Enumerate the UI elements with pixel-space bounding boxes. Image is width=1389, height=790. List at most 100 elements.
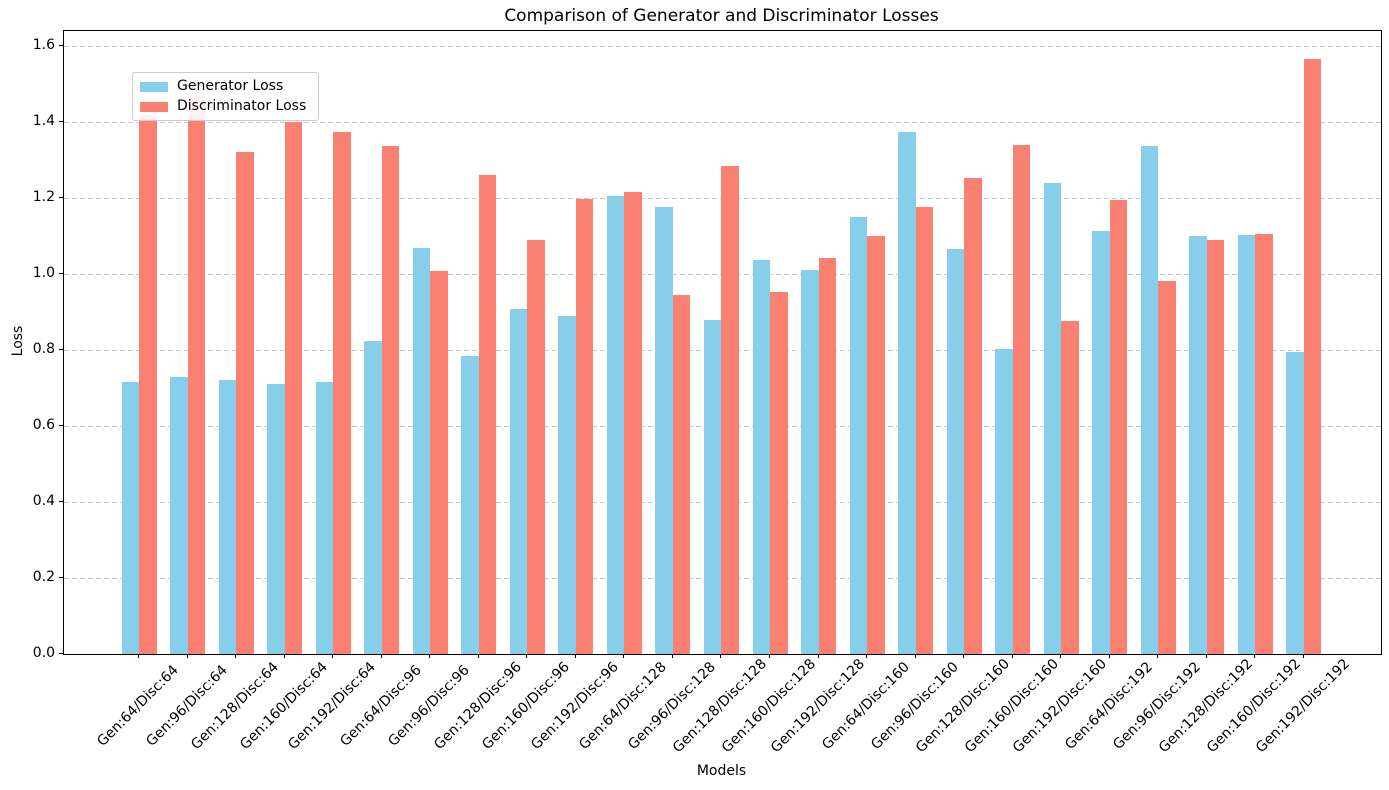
x-tick [769, 654, 771, 658]
y-tick [59, 653, 63, 654]
x-tick-label: Gen:192/Disc:128 [767, 655, 868, 757]
bar-generator [1237, 235, 1256, 654]
bar-generator [170, 376, 188, 654]
y-tick-label: 1.2 [32, 189, 55, 206]
bar-discriminator [1255, 234, 1273, 654]
y-tick [59, 273, 63, 275]
x-tick [720, 654, 722, 658]
legend-label-discriminator: Discriminator Loss [177, 98, 307, 114]
x-tick-label: Gen:128/Disc:96 [430, 659, 525, 753]
y-tick-label: 0.2 [32, 569, 55, 586]
discriminator-loss-swatch [140, 101, 168, 112]
bar-generator [946, 249, 965, 654]
y-tick-label: 0.6 [32, 417, 55, 434]
x-tick [283, 654, 285, 658]
y-tick-label: 0.8 [32, 341, 55, 358]
x-tick-label: Gen:192/Disc:192 [1252, 655, 1354, 757]
bar-discriminator [236, 151, 254, 654]
y-tick [59, 577, 63, 579]
bar-discriminator [915, 207, 934, 654]
x-tick [1302, 654, 1304, 658]
bar-discriminator [867, 236, 885, 654]
x-tick-label: Gen:96/Disc:160 [867, 659, 962, 753]
x-tick [380, 654, 382, 658]
x-tick-label: Gen:192/Disc:160 [1010, 655, 1111, 757]
bar-generator [1286, 352, 1304, 654]
bar-generator [364, 341, 382, 654]
x-tick-label: Gen:160/Disc:64 [236, 659, 331, 753]
x-tick-label: Gen:96/Disc:192 [1110, 659, 1205, 753]
bar-discriminator [964, 178, 982, 654]
x-tick [866, 654, 868, 658]
x-tick-label: Gen:96/Disc:128 [625, 659, 719, 753]
bar-discriminator [478, 175, 497, 654]
legend-item-discriminator: Discriminator Loss [140, 99, 306, 114]
bar-discriminator [818, 257, 837, 654]
x-tick [1205, 654, 1207, 658]
bar-discriminator [1012, 144, 1031, 654]
bar-generator [267, 383, 285, 654]
bar-generator [315, 382, 334, 654]
x-tick [138, 654, 139, 658]
bar-discriminator [284, 122, 303, 654]
bar-generator [898, 132, 916, 654]
bar-discriminator [1206, 239, 1225, 654]
y-tick [59, 349, 63, 351]
chart-title: Comparison of Generator and Discriminato… [504, 6, 939, 26]
bar-generator [752, 259, 771, 654]
bar-generator [218, 379, 237, 654]
bar-discriminator [721, 165, 739, 654]
x-tick-label: Gen:64/Disc:128 [576, 659, 671, 753]
bar-discriminator [139, 114, 157, 654]
bar-discriminator [187, 95, 206, 654]
bar-generator [121, 382, 139, 654]
x-tick [1157, 654, 1159, 658]
y-tick-label: 0.4 [32, 493, 55, 510]
bar-generator [655, 206, 673, 654]
bar-discriminator [1109, 200, 1128, 654]
x-tick [963, 654, 965, 658]
y-tick-label: 1.6 [32, 37, 55, 54]
bar-generator [461, 356, 479, 654]
bar-discriminator [333, 132, 351, 654]
x-tick-label: Gen:192/Disc:64 [285, 659, 380, 753]
y-axis-label: Loss [10, 325, 26, 357]
x-tick-label: Gen:128/Disc:160 [913, 655, 1014, 757]
x-tick [1108, 654, 1110, 658]
y-tick-label: 0.0 [32, 645, 55, 661]
x-tick [477, 654, 479, 658]
x-tick [671, 654, 673, 658]
bar-discriminator [575, 199, 594, 654]
bar-discriminator [381, 145, 400, 654]
generator-loss-swatch [140, 81, 168, 92]
x-tick-label: Gen:160/Disc:128 [718, 655, 820, 757]
x-tick [1011, 654, 1013, 658]
bar-generator [995, 349, 1013, 654]
x-tick-label: Gen:192/Disc:96 [527, 659, 622, 753]
bar-discriminator [1303, 59, 1322, 654]
y-tick [59, 121, 63, 123]
x-tick-label: Gen:64/Disc:160 [819, 659, 914, 753]
bar-generator [412, 248, 431, 654]
legend-item-generator: Generator Loss [140, 79, 306, 94]
y-tick [59, 425, 63, 427]
x-tick [186, 654, 188, 658]
x-tick-label: Gen:64/Disc:192 [1061, 659, 1156, 753]
plot-area: Generator Loss Discriminator Loss [63, 30, 1382, 655]
y-tick-label: 1.4 [32, 113, 55, 130]
x-tick [817, 654, 819, 658]
bar-generator [1092, 231, 1110, 654]
x-tick [1254, 654, 1256, 658]
x-tick [574, 654, 576, 658]
bar-generator [558, 316, 576, 654]
bar-generator [703, 320, 722, 654]
bar-discriminator [770, 291, 788, 654]
bar-generator [1043, 183, 1062, 654]
y-tick [59, 45, 63, 47]
x-tick [623, 654, 625, 658]
bar-discriminator [430, 271, 448, 654]
bar-discriminator [1158, 280, 1176, 654]
bar-discriminator [1061, 321, 1079, 654]
gridline [64, 121, 1381, 123]
